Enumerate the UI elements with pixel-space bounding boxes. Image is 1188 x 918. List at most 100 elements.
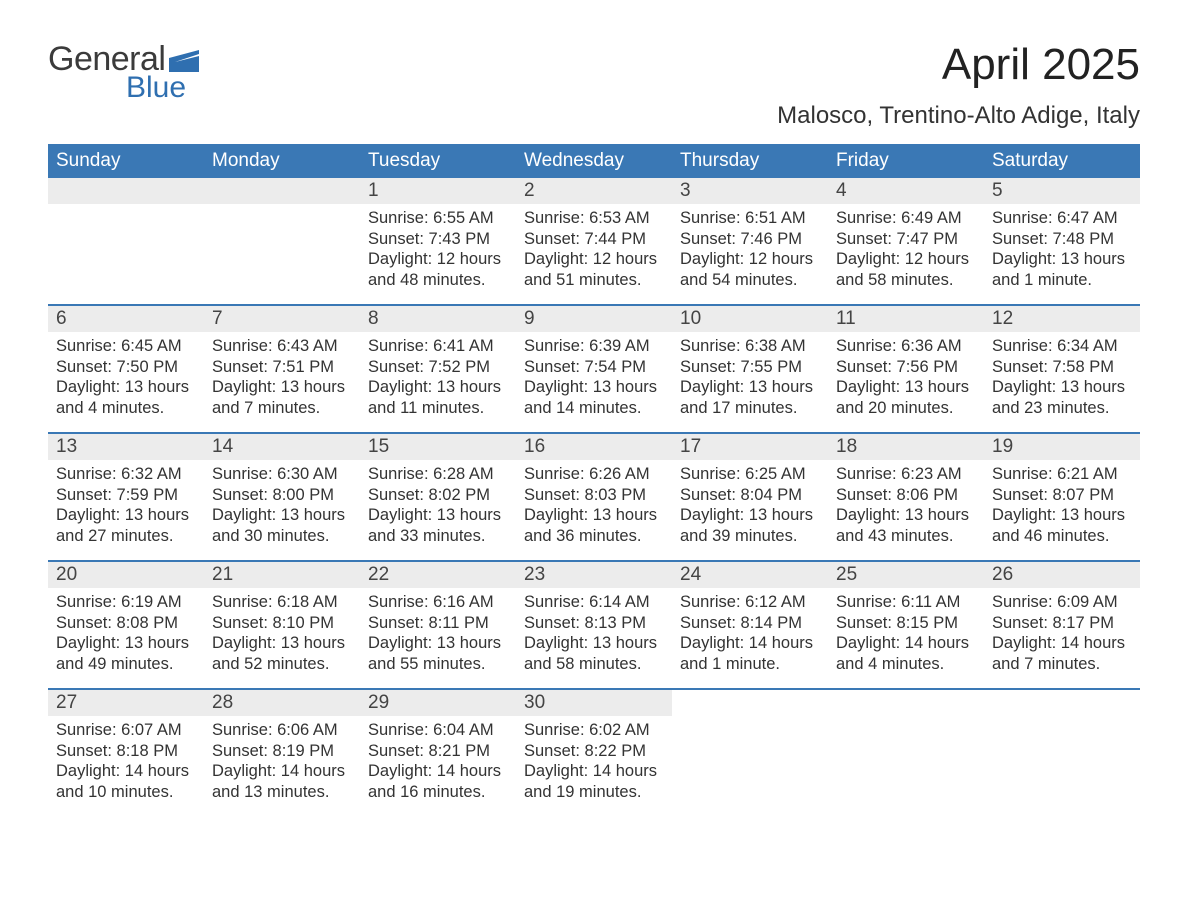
daylight-text: Daylight: 13 hours and 20 minutes. (836, 377, 976, 418)
weekday-header: Sunday (48, 144, 204, 178)
daylight-text: Daylight: 12 hours and 54 minutes. (680, 249, 820, 290)
sunset-text: Sunset: 8:04 PM (680, 485, 820, 506)
day-number: 15 (360, 434, 516, 460)
day-cell: 29Sunrise: 6:04 AMSunset: 8:21 PMDayligh… (360, 690, 516, 816)
week-row: 1Sunrise: 6:55 AMSunset: 7:43 PMDaylight… (48, 178, 1140, 304)
sunset-text: Sunset: 7:48 PM (992, 229, 1132, 250)
sunrise-text: Sunrise: 6:41 AM (368, 336, 508, 357)
sunset-text: Sunset: 8:13 PM (524, 613, 664, 634)
weeks-container: 1Sunrise: 6:55 AMSunset: 7:43 PMDaylight… (48, 178, 1140, 816)
day-body (204, 204, 360, 218)
weekday-header: Monday (204, 144, 360, 178)
sunrise-text: Sunrise: 6:19 AM (56, 592, 196, 613)
sunrise-text: Sunrise: 6:12 AM (680, 592, 820, 613)
day-number: 18 (828, 434, 984, 460)
daylight-text: Daylight: 12 hours and 51 minutes. (524, 249, 664, 290)
sunrise-text: Sunrise: 6:14 AM (524, 592, 664, 613)
daylight-text: Daylight: 13 hours and 27 minutes. (56, 505, 196, 546)
day-body: Sunrise: 6:53 AMSunset: 7:44 PMDaylight:… (516, 204, 672, 301)
day-body (672, 716, 828, 730)
sunset-text: Sunset: 7:43 PM (368, 229, 508, 250)
sunrise-text: Sunrise: 6:23 AM (836, 464, 976, 485)
day-number: 1 (360, 178, 516, 204)
sunrise-text: Sunrise: 6:38 AM (680, 336, 820, 357)
day-number: 6 (48, 306, 204, 332)
day-body: Sunrise: 6:11 AMSunset: 8:15 PMDaylight:… (828, 588, 984, 685)
sunset-text: Sunset: 8:00 PM (212, 485, 352, 506)
day-cell: 18Sunrise: 6:23 AMSunset: 8:06 PMDayligh… (828, 434, 984, 560)
daylight-text: Daylight: 13 hours and 1 minute. (992, 249, 1132, 290)
day-body: Sunrise: 6:30 AMSunset: 8:00 PMDaylight:… (204, 460, 360, 557)
day-body: Sunrise: 6:21 AMSunset: 8:07 PMDaylight:… (984, 460, 1140, 557)
day-cell (828, 690, 984, 816)
sunset-text: Sunset: 7:58 PM (992, 357, 1132, 378)
day-body: Sunrise: 6:23 AMSunset: 8:06 PMDaylight:… (828, 460, 984, 557)
day-body: Sunrise: 6:34 AMSunset: 7:58 PMDaylight:… (984, 332, 1140, 429)
day-number: 3 (672, 178, 828, 204)
sunrise-text: Sunrise: 6:07 AM (56, 720, 196, 741)
daylight-text: Daylight: 14 hours and 16 minutes. (368, 761, 508, 802)
sunset-text: Sunset: 7:55 PM (680, 357, 820, 378)
header-row: General Blue April 2025 Malosco, Trentin… (48, 40, 1140, 130)
day-cell: 10 Sunrise: 6:38 AMSunset: 7:55 PMDayligh… (672, 306, 828, 432)
day-number (204, 178, 360, 204)
day-number: 28 (204, 690, 360, 716)
sunset-text: Sunset: 8:19 PM (212, 741, 352, 762)
day-cell: 12Sunrise: 6:34 AMSunset: 7:58 PMDayligh… (984, 306, 1140, 432)
sunset-text: Sunset: 8:10 PM (212, 613, 352, 634)
day-number: 13 (48, 434, 204, 460)
day-cell: 22Sunrise: 6:16 AMSunset: 8:11 PMDayligh… (360, 562, 516, 688)
day-number: 16 (516, 434, 672, 460)
day-number: 12 (984, 306, 1140, 332)
day-number (828, 690, 984, 716)
sunrise-text: Sunrise: 6:34 AM (992, 336, 1132, 357)
day-number: 4 (828, 178, 984, 204)
sunset-text: Sunset: 8:07 PM (992, 485, 1132, 506)
daylight-text: Daylight: 13 hours and 55 minutes. (368, 633, 508, 674)
sunset-text: Sunset: 7:46 PM (680, 229, 820, 250)
calendar-grid: Sunday Monday Tuesday Wednesday Thursday… (48, 144, 1140, 816)
day-body: Sunrise: 6:49 AMSunset: 7:47 PMDaylight:… (828, 204, 984, 301)
day-number: 27 (48, 690, 204, 716)
day-body: Sunrise: 6:16 AMSunset: 8:11 PMDaylight:… (360, 588, 516, 685)
day-number: 21 (204, 562, 360, 588)
sunset-text: Sunset: 7:44 PM (524, 229, 664, 250)
day-number: 22 (360, 562, 516, 588)
weekday-header-row: Sunday Monday Tuesday Wednesday Thursday… (48, 144, 1140, 178)
sunset-text: Sunset: 8:02 PM (368, 485, 508, 506)
sunset-text: Sunset: 8:03 PM (524, 485, 664, 506)
day-cell: 30Sunrise: 6:02 AMSunset: 8:22 PMDayligh… (516, 690, 672, 816)
sunset-text: Sunset: 8:06 PM (836, 485, 976, 506)
sunset-text: Sunset: 8:08 PM (56, 613, 196, 634)
day-body: Sunrise: 6:07 AMSunset: 8:18 PMDaylight:… (48, 716, 204, 813)
day-cell (48, 178, 204, 304)
day-number: 8 (360, 306, 516, 332)
day-body: Sunrise: 6:28 AMSunset: 8:02 PMDaylight:… (360, 460, 516, 557)
daylight-text: Daylight: 13 hours and 17 minutes. (680, 377, 820, 418)
daylight-text: Daylight: 14 hours and 7 minutes. (992, 633, 1132, 674)
day-cell: 2Sunrise: 6:53 AMSunset: 7:44 PMDaylight… (516, 178, 672, 304)
brand-word2: Blue (126, 71, 186, 105)
daylight-text: Daylight: 14 hours and 19 minutes. (524, 761, 664, 802)
day-number: 14 (204, 434, 360, 460)
day-body (828, 716, 984, 730)
day-cell: 3Sunrise: 6:51 AMSunset: 7:46 PMDaylight… (672, 178, 828, 304)
week-row: 27Sunrise: 6:07 AMSunset: 8:18 PMDayligh… (48, 688, 1140, 816)
flag-icon (169, 50, 199, 72)
daylight-text: Daylight: 13 hours and 30 minutes. (212, 505, 352, 546)
day-cell: 13Sunrise: 6:32 AMSunset: 7:59 PMDayligh… (48, 434, 204, 560)
sunrise-text: Sunrise: 6:39 AM (524, 336, 664, 357)
day-body: Sunrise: 6:18 AMSunset: 8:10 PMDaylight:… (204, 588, 360, 685)
day-cell: 15Sunrise: 6:28 AMSunset: 8:02 PMDayligh… (360, 434, 516, 560)
day-number: 24 (672, 562, 828, 588)
day-number: 10 (672, 306, 828, 332)
sunrise-text: Sunrise: 6:16 AM (368, 592, 508, 613)
day-body: Sunrise: 6:25 AMSunset: 8:04 PMDaylight:… (672, 460, 828, 557)
sunset-text: Sunset: 7:59 PM (56, 485, 196, 506)
day-body: Sunrise: 6:26 AMSunset: 8:03 PMDaylight:… (516, 460, 672, 557)
day-number: 19 (984, 434, 1140, 460)
daylight-text: Daylight: 12 hours and 58 minutes. (836, 249, 976, 290)
sunrise-text: Sunrise: 6:49 AM (836, 208, 976, 229)
daylight-text: Daylight: 13 hours and 39 minutes. (680, 505, 820, 546)
day-body (48, 204, 204, 218)
